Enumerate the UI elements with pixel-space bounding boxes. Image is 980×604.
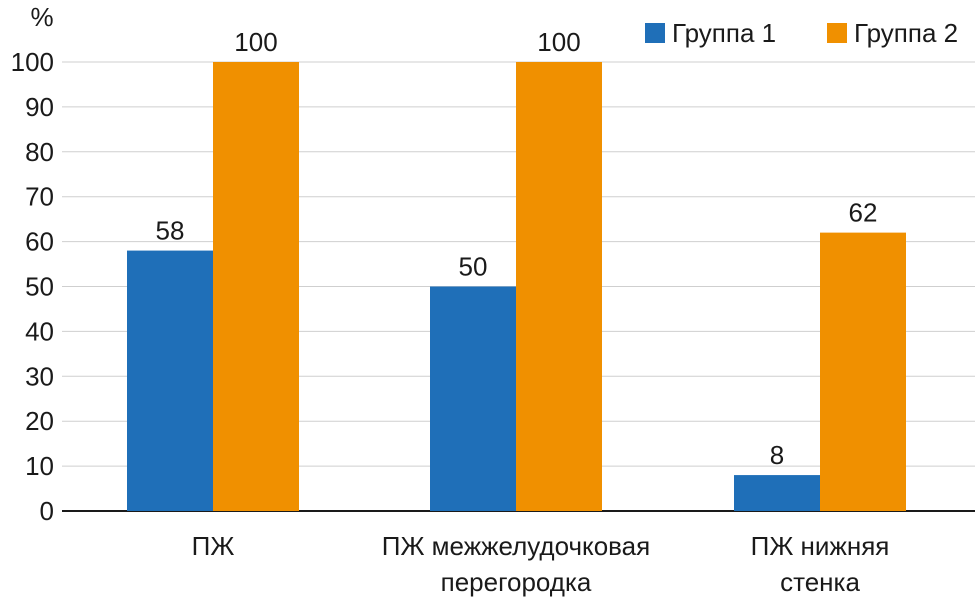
data-label: 58 (156, 216, 185, 246)
legend-swatch (645, 23, 665, 43)
bar-1-1 (127, 250, 213, 511)
category-labels: ПЖ ПЖ межжелудочковая перегородка ПЖ нижняя… (192, 531, 890, 597)
x-tick-label: перегородка (441, 567, 592, 597)
x-tick-label: стенка (780, 567, 860, 597)
y-tick-label: 0 (40, 496, 54, 526)
y-tick-label: 20 (25, 406, 54, 436)
bar-2-3 (820, 232, 906, 511)
legend-swatch (827, 23, 847, 43)
bars (127, 62, 906, 511)
bar-2-1 (213, 62, 299, 511)
data-label: 8 (770, 440, 784, 470)
y-axis: 0 10 20 30 40 50 60 70 80 90 100 (11, 47, 54, 526)
x-tick-label: ПЖ нижняя (751, 531, 890, 561)
y-tick-label: 100 (11, 47, 54, 77)
y-tick-label: 90 (25, 92, 54, 122)
y-axis-label: % (30, 2, 53, 32)
y-tick-label: 40 (25, 316, 54, 346)
bar-1-3 (734, 475, 820, 511)
legend-label: Группа 2 (854, 18, 958, 48)
data-labels: 58 50 8 100 100 62 (156, 27, 878, 470)
y-tick-label: 60 (25, 227, 54, 257)
y-tick-label: 50 (25, 272, 54, 302)
legend: Группа 1 Группа 2 (645, 18, 958, 48)
y-tick-label: 10 (25, 451, 54, 481)
y-tick-label: 30 (25, 361, 54, 391)
y-tick-label: 70 (25, 182, 54, 212)
data-label: 100 (537, 27, 580, 57)
y-tick-label: 80 (25, 137, 54, 167)
data-label: 62 (849, 198, 878, 228)
bar-1-2 (430, 286, 516, 511)
x-tick-label: ПЖ межжелудочковая (382, 531, 650, 561)
legend-label: Группа 1 (672, 18, 776, 48)
bar-2-2 (516, 62, 602, 511)
data-label: 100 (234, 27, 277, 57)
x-tick-label: ПЖ (192, 531, 235, 561)
data-label: 50 (459, 252, 488, 282)
